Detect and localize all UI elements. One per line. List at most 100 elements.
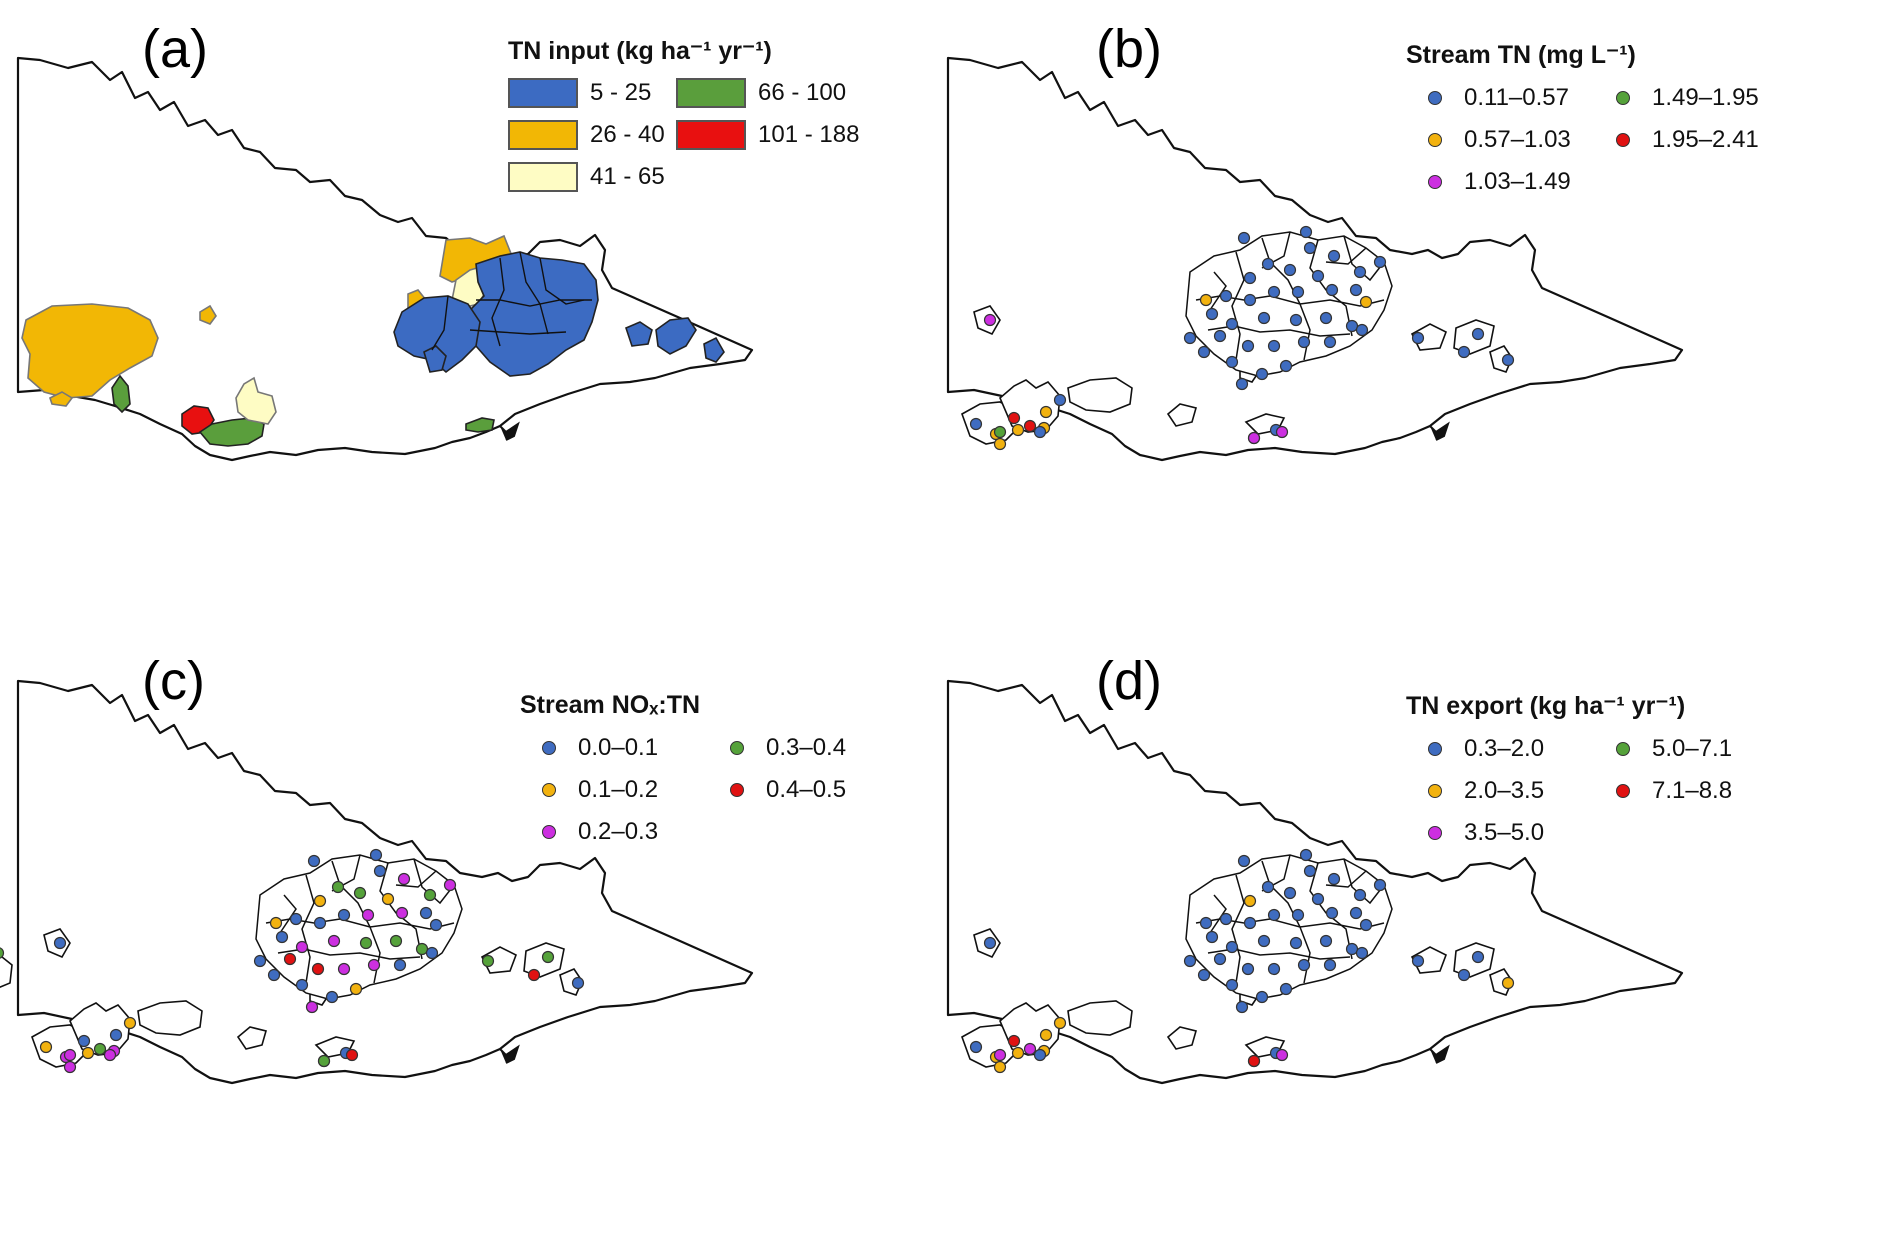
catchment-gipps_green: [465, 417, 495, 433]
legend-title-d: TN export (kg ha⁻¹ yr⁻¹): [1406, 692, 1686, 720]
legend-label: 0.2–0.3: [578, 818, 659, 845]
monitoring-site-c-24: [283, 952, 297, 966]
legend-label: 0.3–2.0: [1464, 735, 1545, 762]
legend-label: 101 - 188: [758, 121, 860, 148]
legend-title-a: TN input (kg ha⁻¹ yr⁻¹): [508, 37, 772, 65]
monitoring-site-c-28: [393, 958, 407, 972]
monitoring-site-d-37: [1501, 976, 1515, 990]
monitoring-site-b-36: [1457, 345, 1471, 359]
legend-swatch: [508, 162, 578, 192]
coastal-inlet-a: [499, 421, 520, 441]
catchment-boundary: [1325, 247, 1367, 265]
map-c: [0, 679, 754, 1085]
monitoring-site-d-58: [1033, 1048, 1047, 1062]
legend-dot: [542, 825, 556, 839]
monitoring-site-b-27: [1297, 335, 1311, 349]
coastal-inlet-c: [499, 1044, 520, 1064]
coastal-inlet-d: [1429, 1044, 1450, 1064]
legend-item-a-1: 26 - 40: [508, 120, 665, 150]
monitoring-site-b-48: [969, 417, 983, 431]
state-outline-a: [16, 56, 754, 462]
monitoring-site-c-32: [349, 982, 363, 996]
legend-swatch: [676, 78, 746, 108]
panel-letter-b: (b): [1096, 19, 1162, 79]
monitoring-site-c-9: [381, 892, 395, 906]
monitoring-site-d-17: [1359, 918, 1373, 932]
legend-item-c-1: 0.1–0.2: [542, 776, 658, 804]
legend-dot: [1428, 91, 1442, 105]
catchment-boundary: [476, 299, 592, 307]
panel-letter-a: (a): [142, 19, 208, 79]
panel-b: (b) Stream TN (mg L⁻¹) 0.11–0.57 0.57–1.0…: [946, 0, 1892, 625]
legend-item-d-0: 0.3–2.0: [1428, 735, 1544, 763]
monitoring-site-c-16: [275, 930, 289, 944]
monitoring-site-d-50: [993, 1060, 1007, 1074]
catchment-boundary: [1067, 377, 1133, 413]
monitoring-site-c-6: [331, 880, 345, 894]
monitoring-site-b-30: [1183, 331, 1197, 345]
monitoring-site-b-53: [1023, 419, 1037, 433]
monitoring-site-b-54: [993, 425, 1007, 439]
legend-label: 3.5–5.0: [1464, 819, 1545, 846]
monitoring-site-d-14: [1243, 916, 1257, 930]
monitoring-site-b-15: [1219, 289, 1233, 303]
monitoring-site-c-62: [325, 990, 339, 1004]
legend-label: 26 - 40: [590, 121, 665, 148]
monitoring-site-c-17: [429, 918, 443, 932]
catchment-boundary: [1325, 870, 1367, 888]
monitoring-site-d-22: [1319, 934, 1333, 948]
monitoring-site-d-48: [969, 1040, 983, 1054]
monitoring-site-d-1: [1299, 848, 1313, 862]
monitoring-site-d-3: [1373, 878, 1387, 892]
monitoring-site-c-20: [327, 934, 341, 948]
monitoring-site-d-15: [1219, 912, 1233, 926]
catchment-west_small1: [49, 391, 74, 407]
monitoring-site-c-61: [295, 978, 309, 992]
monitoring-site-d-2: [1303, 864, 1317, 878]
monitoring-site-b-24: [1213, 329, 1227, 343]
monitoring-site-b-17: [1359, 295, 1373, 309]
legend-label: 0.3–0.4: [766, 734, 847, 761]
monitoring-site-c-35: [541, 950, 555, 964]
legend-dot: [1616, 784, 1630, 798]
monitoring-site-c-29: [425, 946, 439, 960]
catchment-boundary: [431, 295, 449, 351]
monitoring-site-b-6: [1261, 257, 1275, 271]
monitoring-site-b-21: [1289, 313, 1303, 327]
legend-item-c-3: 0.3–0.4: [730, 734, 846, 762]
monitoring-site-d-51: [1011, 1046, 1025, 1060]
legend-item-b-1: 0.57–1.03: [1428, 126, 1571, 154]
map-a: [16, 56, 754, 462]
monitoring-site-d-62: [1255, 990, 1269, 1004]
monitoring-site-b-11: [1325, 283, 1339, 297]
monitoring-site-b-1: [1299, 225, 1313, 239]
monitoring-site-b-28: [1323, 335, 1337, 349]
legend-b: Stream TN (mg L⁻¹) 0.11–0.57 0.57–1.03 1.0…: [1406, 40, 1826, 210]
monitoring-site-c-58: [103, 1048, 117, 1062]
monitoring-site-c-5: [423, 888, 437, 902]
monitoring-site-c-2: [373, 864, 387, 878]
catchment-boundary: [1067, 1000, 1133, 1036]
catchment-boundary: [1231, 874, 1245, 984]
legend-item-c-4: 0.4–0.5: [730, 776, 846, 804]
monitoring-site-c-54: [63, 1048, 77, 1062]
legend-swatch: [676, 120, 746, 150]
monitoring-site-d-23: [1345, 942, 1359, 956]
monitoring-site-c-52: [77, 1034, 91, 1048]
legend-item-a-3: 66 - 100: [676, 78, 846, 108]
legend-item-a-4: 101 - 188: [676, 120, 859, 150]
monitoring-site-b-50: [993, 437, 1007, 451]
monitoring-site-d-59: [1247, 1054, 1261, 1068]
legend-label: 1.95–2.41: [1652, 126, 1759, 153]
legend-a: TN input (kg ha⁻¹ yr⁻¹) 5 - 25 26 - 40 41 …: [508, 36, 928, 206]
monitoring-site-d-9: [1311, 892, 1325, 906]
monitoring-site-d-26: [1267, 962, 1281, 976]
legend-d: TN export (kg ha⁻¹ yr⁻¹) 0.3–2.0 2.0–3.5 3…: [1406, 691, 1826, 861]
legend-item-b-0: 0.11–0.57: [1428, 84, 1569, 112]
monitoring-site-c-14: [313, 916, 327, 930]
monitoring-site-b-10: [1291, 285, 1305, 299]
catchment-boundary: [236, 1026, 267, 1050]
legend-item-a-0: 5 - 25: [508, 78, 651, 108]
monitoring-site-b-52: [1007, 411, 1021, 425]
legend-label: 0.4–0.5: [766, 776, 847, 803]
